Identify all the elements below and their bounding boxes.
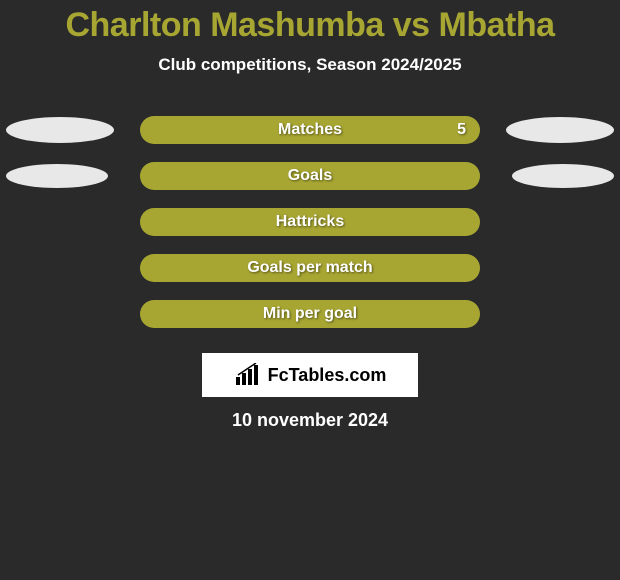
stat-row: Min per goal: [0, 291, 620, 337]
stat-rows: Matches 5 Goals Hattricks Goals per match Min…: [0, 107, 620, 337]
stat-label: Matches: [278, 121, 342, 139]
stat-row: Hattricks: [0, 199, 620, 245]
right-ellipse: [512, 164, 614, 188]
left-ellipse: [6, 117, 114, 143]
stat-row: Goals: [0, 153, 620, 199]
stat-pill: Min per goal: [140, 300, 480, 328]
stat-label: Goals per match: [247, 259, 372, 277]
stat-label: Goals: [288, 167, 332, 185]
logo-text: FcTables.com: [268, 365, 387, 386]
stat-value-right: 5: [457, 121, 466, 139]
stat-row: Goals per match: [0, 245, 620, 291]
stat-row: Matches 5: [0, 107, 620, 153]
stat-label: Hattricks: [276, 213, 344, 231]
left-ellipse: [6, 164, 108, 188]
logo-bars-icon: [234, 363, 262, 387]
stat-label: Min per goal: [263, 305, 357, 323]
stat-pill: Matches 5: [140, 116, 480, 144]
subtitle: Club competitions, Season 2024/2025: [0, 55, 620, 75]
comparison-infographic: Charlton Mashumba vs Mbatha Club competi…: [0, 0, 620, 580]
stat-pill: Hattricks: [140, 208, 480, 236]
right-ellipse: [506, 117, 614, 143]
date-line: 10 november 2024: [0, 410, 620, 431]
stat-pill: Goals: [140, 162, 480, 190]
logo-box: FcTables.com: [202, 353, 418, 397]
stat-pill: Goals per match: [140, 254, 480, 282]
page-title: Charlton Mashumba vs Mbatha: [0, 0, 620, 45]
